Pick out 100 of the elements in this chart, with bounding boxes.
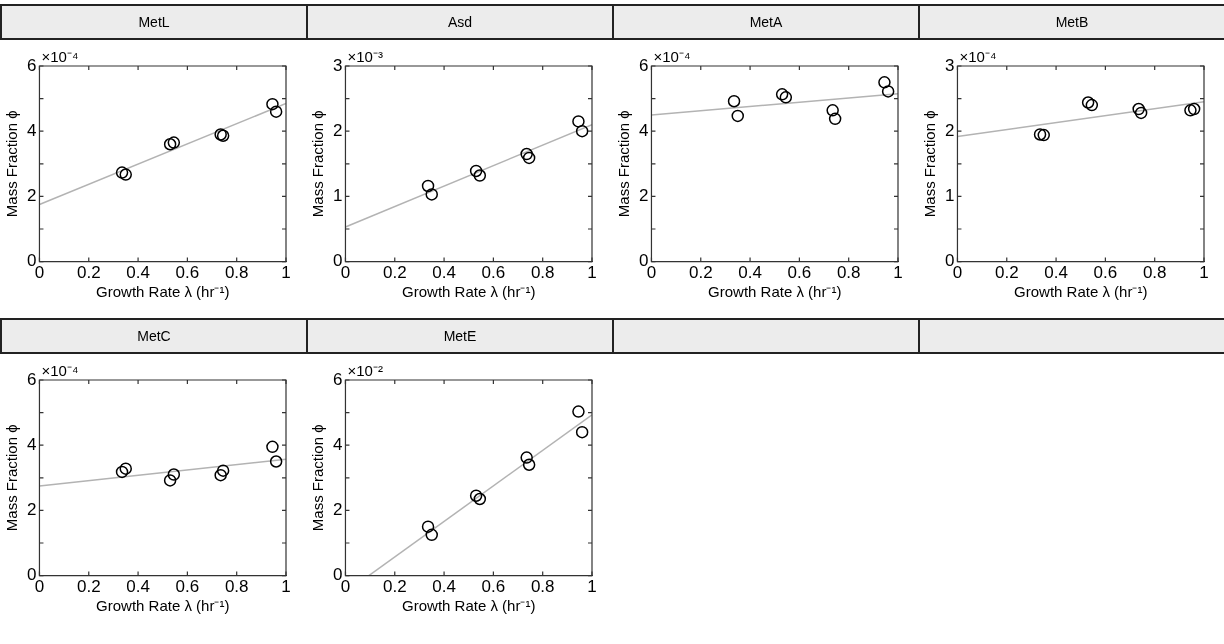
point [727, 94, 741, 108]
point [115, 465, 129, 479]
x-tick-label: 1 [893, 263, 903, 283]
x-tick-label: 0.6 [481, 577, 506, 597]
point [473, 169, 487, 182]
point [421, 520, 435, 533]
point [878, 76, 891, 89]
x-axis-title: Growth Rate λ (hr⁻¹) [96, 597, 230, 615]
point [469, 164, 483, 178]
x-axis-title: Growth Rate λ (hr⁻¹) [402, 283, 536, 301]
x-tick-label: 0.4 [126, 263, 150, 283]
x-tick-label: 1 [1199, 263, 1209, 283]
point [1187, 102, 1201, 116]
point [520, 451, 533, 464]
y-tick-label: 4 [26, 434, 37, 454]
chart-title: MetA [612, 4, 920, 40]
point [1184, 104, 1197, 117]
x-tick-label: 0.4 [738, 263, 762, 283]
y-tick-label: 6 [26, 369, 37, 389]
x-tick-label: 0.6 [175, 577, 200, 597]
point [163, 137, 177, 151]
x-axis-title: Growth Rate λ (hr⁻¹) [96, 283, 230, 301]
y-axis-title: Mass Fraction ϕ [921, 110, 939, 218]
x-tick-label: 0.2 [994, 263, 1019, 283]
text: ×10⁻⁴ [959, 47, 997, 65]
point [266, 97, 279, 111]
x-tick-label: 0.2 [76, 263, 101, 283]
point [1085, 98, 1099, 112]
y-tick-label: 2 [26, 500, 37, 520]
x-tick-label: 0.8 [1142, 263, 1167, 283]
point [731, 109, 744, 123]
text: ×10⁻³ [347, 47, 383, 65]
x-tick-label: 0.4 [1044, 263, 1068, 283]
x-tick-label: 0.2 [76, 577, 101, 597]
chart-title: Asd [306, 4, 614, 40]
point [1134, 106, 1148, 120]
y-tick-label: 2 [638, 186, 649, 206]
y-tick-label: 2 [332, 120, 343, 140]
point [1033, 128, 1047, 141]
x-tick-label: 0.8 [530, 577, 555, 597]
x-tick-label: 0.6 [1093, 263, 1118, 283]
y-tick-label: 2 [332, 500, 343, 520]
text: ×10⁻⁴ [41, 361, 79, 379]
y-axis-title: Mass Fraction ϕ [3, 110, 21, 218]
point [167, 468, 181, 481]
point [163, 474, 177, 487]
x-tick-label: 0.6 [481, 263, 506, 283]
x-tick-label: 0.2 [382, 263, 407, 283]
point [775, 88, 789, 101]
chart-title: MetB [918, 4, 1224, 40]
x-axis-title: Growth Rate λ (hr⁻¹) [1014, 283, 1148, 301]
point [826, 104, 839, 117]
y-tick-label: 1 [944, 186, 955, 206]
x-tick-label: 0.8 [530, 263, 555, 283]
point [1132, 102, 1145, 116]
y-tick-label: 3 [944, 55, 955, 75]
point [269, 105, 283, 118]
point [881, 85, 895, 98]
point [425, 188, 438, 201]
x-tick-label: 1 [281, 577, 291, 597]
chart-title: MetC [0, 318, 308, 354]
point [115, 166, 129, 179]
point [269, 455, 283, 468]
y-tick-label: 1 [332, 186, 343, 206]
point [779, 91, 793, 104]
x-tick-label: 0.6 [175, 263, 200, 283]
x-axis-title: Growth Rate λ (hr⁻¹) [402, 597, 536, 615]
point [522, 151, 536, 165]
x-tick-label: 0.6 [787, 263, 812, 283]
x-tick-label: 0.8 [224, 263, 249, 283]
x-tick-label: 0.4 [432, 577, 456, 597]
point [167, 136, 181, 149]
point [572, 115, 585, 128]
y-axis-title: Mass Fraction ϕ [3, 424, 21, 532]
x-tick-label: 0.2 [382, 577, 407, 597]
point [572, 405, 585, 418]
chart-title: MetL [0, 4, 308, 40]
point [421, 179, 435, 193]
point [119, 168, 132, 181]
y-tick-label: 4 [26, 120, 37, 140]
point [425, 528, 438, 542]
point [469, 489, 483, 502]
x-tick-label: 1 [587, 577, 597, 597]
point [214, 468, 227, 482]
y-tick-label: 4 [332, 434, 343, 454]
x-axis-title: Growth Rate λ (hr⁻¹) [708, 283, 842, 301]
text: ×10⁻⁴ [653, 47, 691, 65]
point [216, 464, 230, 477]
text: ×10⁻⁴ [41, 47, 79, 65]
chart-title: MetE [306, 318, 614, 354]
y-axis-title: Mass Fraction ϕ [309, 110, 327, 218]
x-tick-label: 0.4 [432, 263, 456, 283]
text: ×10⁻² [347, 361, 383, 379]
y-axis-title: Mass Fraction ϕ [615, 110, 633, 218]
point [575, 425, 589, 439]
point [520, 147, 533, 161]
y-tick-label: 6 [638, 55, 649, 75]
y-axis-title: Mass Fraction ϕ [309, 424, 327, 532]
point [266, 440, 279, 454]
x-tick-label: 0.8 [836, 263, 861, 283]
